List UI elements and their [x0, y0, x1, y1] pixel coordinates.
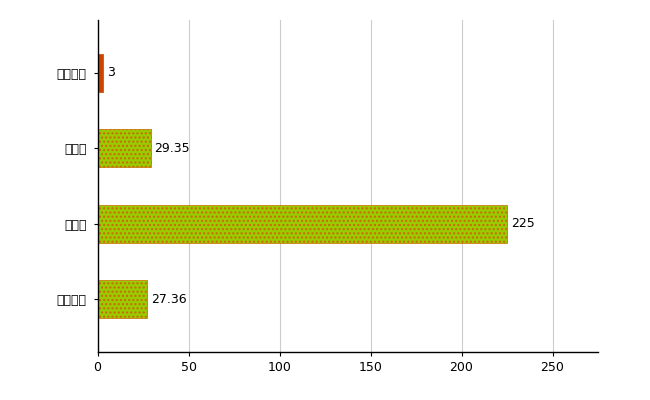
Bar: [98, 280, 148, 318]
Bar: [98, 130, 151, 167]
Bar: [98, 54, 103, 92]
Text: 29.35: 29.35: [155, 142, 190, 155]
Text: 3: 3: [107, 66, 114, 79]
Text: 225: 225: [511, 217, 534, 230]
Text: 27.36: 27.36: [151, 293, 187, 306]
Bar: [98, 205, 507, 242]
